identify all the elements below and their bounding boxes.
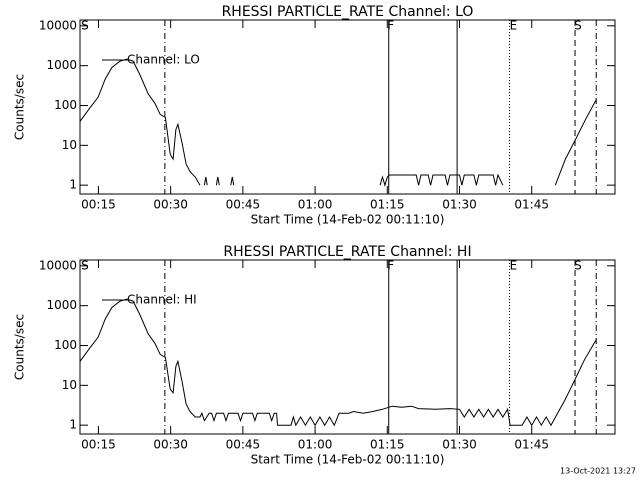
legend-label: Channel: LO: [127, 53, 200, 67]
y-tick-label: 100: [54, 338, 77, 352]
y-tick-label: 100: [54, 98, 77, 112]
x-tick-label: 01:15: [370, 198, 405, 212]
y-tick-label: 1: [69, 418, 77, 432]
x-tick-label: 01:45: [514, 198, 549, 212]
x-tick-label: 01:00: [298, 438, 333, 452]
x-tick-label: 00:15: [81, 198, 116, 212]
data-line: [79, 58, 597, 187]
x-tick-label: 00:45: [226, 198, 261, 212]
x-tick-label: 01:30: [442, 438, 477, 452]
x-tick-label: 01:45: [514, 438, 549, 452]
y-tick-label: 1000: [46, 58, 77, 72]
x-tick-label: 01:00: [298, 198, 333, 212]
marker-label: F: [387, 259, 394, 273]
y-tick-label: 10: [62, 138, 77, 152]
y-tick-label: 10: [62, 378, 77, 392]
chart-title: RHESSI PARTICLE_RATE Channel: HI: [223, 244, 471, 260]
marker-label: S: [574, 259, 582, 273]
x-tick-label: 00:15: [81, 438, 116, 452]
y-tick-label: 1000: [46, 298, 77, 312]
marker-label: E: [510, 259, 518, 273]
marker-label: F: [387, 19, 394, 33]
chart-title: RHESSI PARTICLE_RATE Channel: LO: [222, 4, 474, 20]
plot-frame: [79, 19, 616, 195]
footer: 13-Oct-2021 13:27: [560, 467, 636, 476]
legend-label: Channel: HI: [127, 293, 197, 307]
x-tick-label: 00:45: [226, 438, 261, 452]
marker-label: S: [81, 19, 89, 33]
marker-label: S: [81, 259, 89, 273]
x-tick-label: 01:30: [442, 198, 477, 212]
marker-label: E: [510, 19, 518, 33]
y-tick-label: 10000: [39, 18, 77, 32]
data-line: [79, 298, 597, 427]
y-tick-label: 1: [69, 178, 77, 192]
x-tick-label: 00:30: [153, 438, 188, 452]
marker-label: S: [574, 19, 582, 33]
x-axis-label: Start Time (14-Feb-02 00:11:10): [251, 213, 445, 227]
plot-frame: [79, 259, 616, 435]
x-tick-label: 01:15: [370, 438, 405, 452]
y-tick-label: 10000: [39, 258, 77, 272]
x-axis-label: Start Time (14-Feb-02 00:11:10): [251, 453, 445, 467]
x-tick-label: 00:30: [153, 198, 188, 212]
y-axis-label: Counts/sec: [13, 314, 27, 380]
y-axis-label: Counts/sec: [13, 74, 27, 140]
